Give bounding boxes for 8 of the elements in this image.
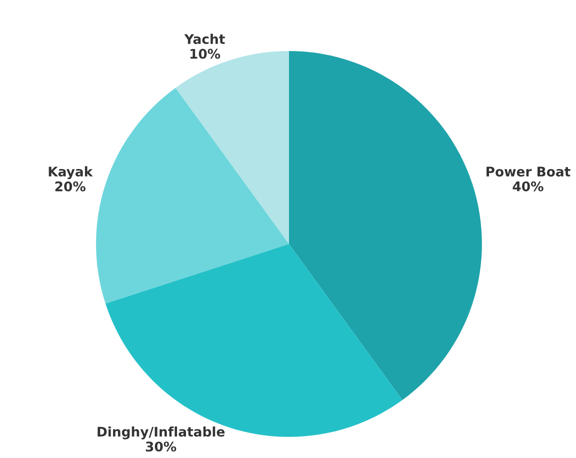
slice-label: Dinghy/Inflatable — [98, 426, 225, 440]
data-label: 40% — [512, 181, 544, 192]
slice-label: Yacht — [184, 34, 225, 44]
slice-label: Power Boat — [486, 166, 570, 177]
data-label: 20% — [55, 181, 86, 192]
data-label: 10% — [190, 48, 220, 59]
slice-label: Kayak — [48, 166, 93, 180]
data-label: 30% — [146, 442, 176, 452]
